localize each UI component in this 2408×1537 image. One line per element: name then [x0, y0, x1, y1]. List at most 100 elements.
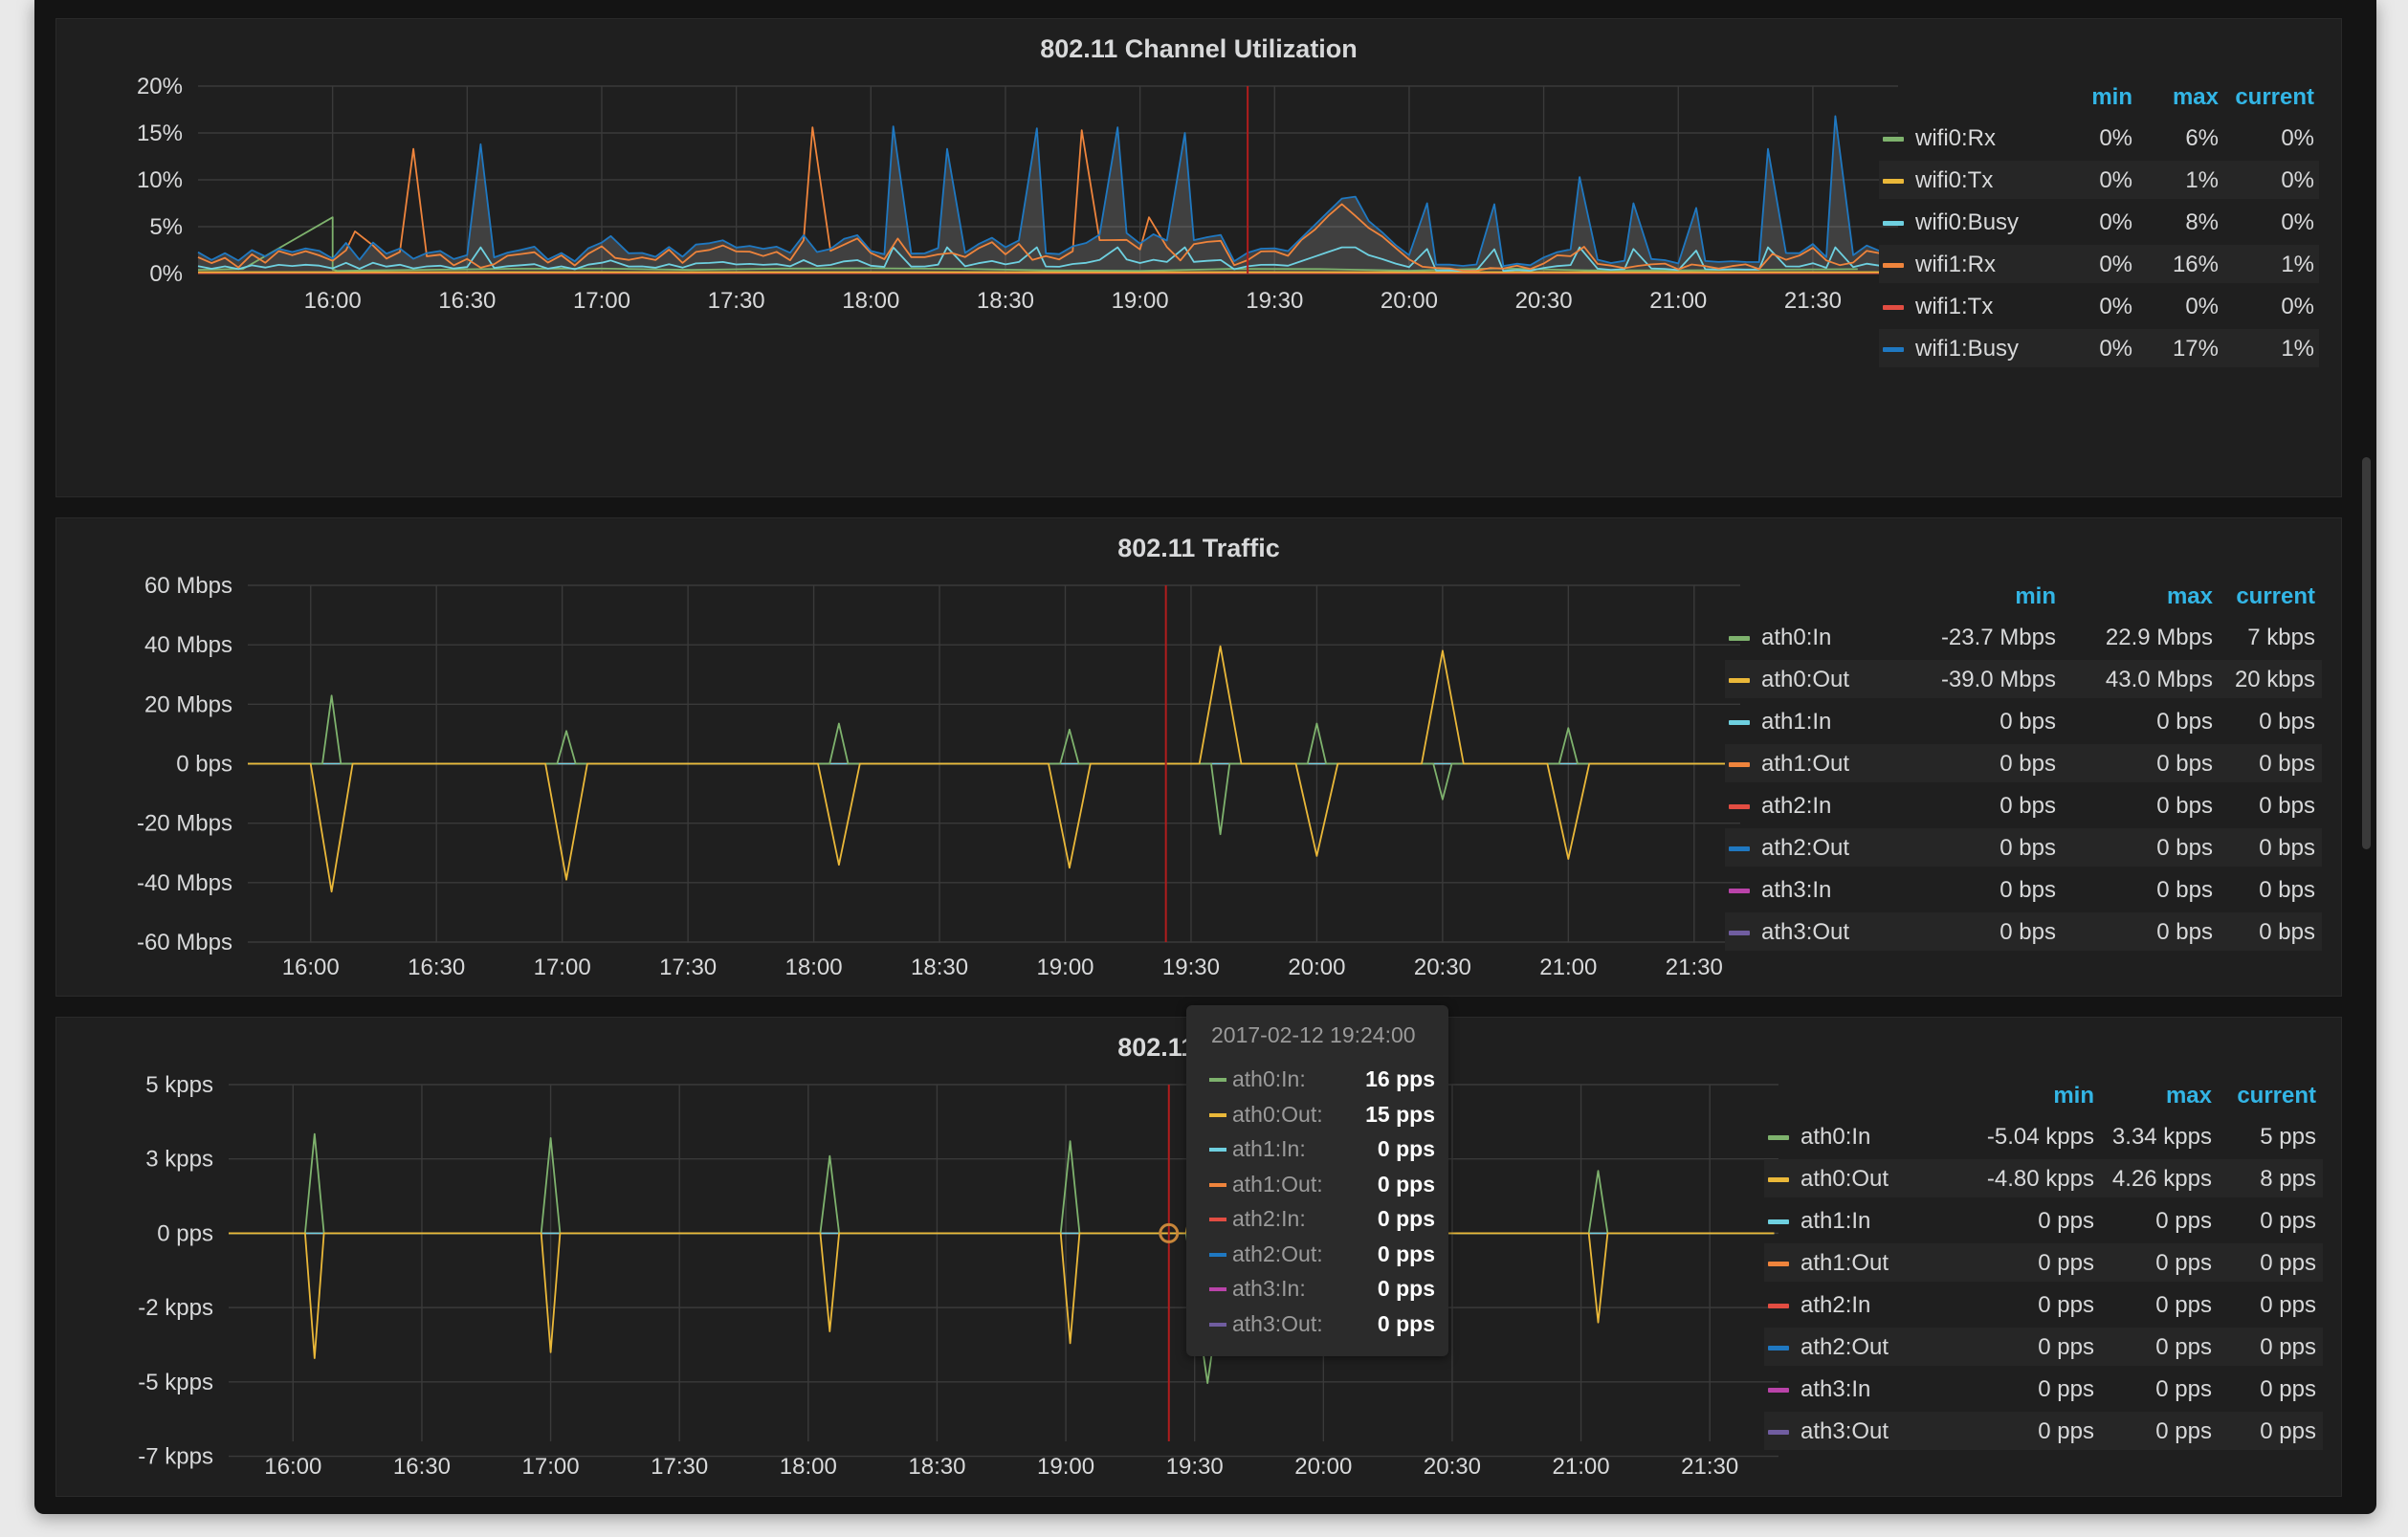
series-color-swatch[interactable] [1768, 1219, 1789, 1224]
legend-series-name[interactable]: ath3:Out [1800, 1418, 1889, 1444]
legend-series-name[interactable]: ath0:Out [1800, 1166, 1889, 1192]
legend-item[interactable]: ath2:Out 0 bps 0 bps 0 bps [1725, 828, 2322, 867]
series-line-ath0-in[interactable] [229, 1132, 1775, 1384]
legend-item[interactable]: wifi0:Rx 0% 6% 0% [1879, 119, 2319, 157]
legend-item[interactable]: ath2:In 0 bps 0 bps 0 bps [1725, 786, 2322, 824]
legend-value-max: 22.9 Mbps [2105, 625, 2213, 650]
legend-value-min: -39.0 Mbps [1940, 667, 2056, 692]
legend-value-max: 17% [2172, 336, 2219, 362]
series-line-wifi1-busy[interactable] [197, 115, 1894, 267]
legend-series-name[interactable]: ath0:In [1800, 1124, 1871, 1150]
legend-item[interactable]: ath1:Out 0 bps 0 bps 0 bps [1725, 744, 2322, 782]
series-color-swatch[interactable] [1768, 1262, 1789, 1266]
legend-series-name[interactable]: ath2:Out [1761, 835, 1850, 861]
legend-item[interactable]: ath0:In -5.04 kpps 3.34 kpps 5 pps [1764, 1117, 2323, 1155]
legend-series-name[interactable]: wifi0:Tx [1915, 167, 1994, 193]
series-color-swatch[interactable] [1883, 179, 1904, 184]
series-color-swatch[interactable] [1768, 1388, 1789, 1393]
x-axis-tick-label: 21:30 [1681, 1454, 1738, 1480]
legend-item[interactable]: ath3:Out 0 bps 0 bps 0 bps [1725, 912, 2322, 951]
legend-value-min: 0 bps [1999, 919, 2056, 945]
legend-header-max[interactable]: max [2172, 84, 2219, 110]
legend-item[interactable]: ath1:In 0 pps 0 pps 0 pps [1764, 1201, 2323, 1240]
series-color-swatch[interactable] [1729, 762, 1750, 767]
legend-header-min[interactable]: min [2091, 84, 2132, 110]
legend-series-name[interactable]: ath1:In [1800, 1208, 1871, 1234]
series-line-ath0-out[interactable] [248, 645, 1736, 893]
traffic-pps-graph[interactable]: 5 kpps 3 kpps 0 pps -2 kpps -5 kpps -7 kpps 16… [56, 1018, 2341, 1496]
legend-series-name[interactable]: wifi1:Tx [1915, 294, 1994, 319]
series-color-swatch[interactable] [1768, 1304, 1789, 1308]
legend-series-name[interactable]: ath3:In [1761, 877, 1832, 903]
legend-series-name[interactable]: wifi0:Rx [1915, 125, 1997, 151]
series-color-swatch[interactable] [1768, 1346, 1789, 1350]
series-color-swatch[interactable] [1729, 889, 1750, 893]
series-color-swatch[interactable] [1729, 846, 1750, 851]
y-axis-tick-label: 15% [137, 121, 183, 146]
legend-series-name[interactable]: ath2:In [1800, 1292, 1871, 1318]
legend-value-max: 0 pps [2155, 1250, 2212, 1276]
series-color-swatch[interactable] [1729, 804, 1750, 809]
legend-header-current[interactable]: current [2235, 84, 2314, 110]
series-color-swatch[interactable] [1729, 636, 1750, 641]
channel-utilization-graph[interactable]: 20% 15% 10% 5% 0% 16:00 16:30 17:00 17:30 18:00 18… [56, 19, 2341, 496]
legend-item[interactable]: wifi0:Busy 0% 8% 0% [1879, 203, 2319, 241]
series-line-wifi0-rx[interactable] [197, 216, 1858, 272]
series-color-swatch[interactable] [1768, 1135, 1789, 1140]
legend-item[interactable]: ath0:Out -4.80 kpps 4.26 kpps 8 pps [1764, 1159, 2323, 1197]
legend-header-min[interactable]: min [2053, 1083, 2094, 1109]
legend-item[interactable]: wifi1:Rx 0% 16% 1% [1879, 245, 2319, 283]
legend-series-name[interactable]: ath3:In [1800, 1376, 1871, 1402]
legend-header-max[interactable]: max [2166, 583, 2213, 609]
legend-item[interactable]: ath2:In 0 pps 0 pps 0 pps [1764, 1285, 2323, 1324]
series-color-swatch[interactable] [1883, 221, 1904, 226]
legend-series-name[interactable]: ath3:Out [1761, 919, 1850, 945]
series-line-wifi0-busy[interactable] [197, 246, 1894, 273]
legend-value-max: 8% [2185, 209, 2219, 235]
legend-series-name[interactable]: ath0:Out [1761, 667, 1850, 692]
series-line-ath0-out[interactable] [229, 1106, 1775, 1359]
series-color-swatch[interactable] [1729, 720, 1750, 725]
scrollbar-thumb[interactable] [2362, 457, 2371, 849]
legend-series-name[interactable]: ath2:Out [1800, 1334, 1889, 1360]
series-color-swatch[interactable] [1883, 263, 1904, 268]
legend-series-name[interactable]: wifi1:Rx [1915, 252, 1997, 277]
legend-item[interactable]: ath1:Out 0 pps 0 pps 0 pps [1764, 1243, 2323, 1282]
legend-header-max[interactable]: max [2165, 1083, 2212, 1109]
series-color-swatch[interactable] [1883, 137, 1904, 142]
series-color-swatch[interactable] [1883, 347, 1904, 352]
series-color-swatch[interactable] [1729, 931, 1750, 935]
legend-item[interactable]: ath3:In 0 pps 0 pps 0 pps [1764, 1370, 2323, 1408]
traffic-bps-graph[interactable]: 60 Mbps 40 Mbps 20 Mbps 0 bps -20 Mbps -40 Mb… [56, 518, 2341, 996]
legend-header-min[interactable]: min [2015, 583, 2056, 609]
series-line-ath0-in[interactable] [248, 694, 1736, 836]
legend-item[interactable]: ath2:Out 0 pps 0 pps 0 pps [1764, 1328, 2323, 1366]
legend-item[interactable]: ath0:In -23.7 Mbps 22.9 Mbps 7 kbps [1725, 618, 2322, 656]
legend-item[interactable]: wifi1:Tx 0% 0% 0% [1879, 287, 2319, 325]
x-axis-tick-label: 19:30 [1162, 955, 1220, 980]
legend-item[interactable]: ath1:In 0 bps 0 bps 0 bps [1725, 702, 2322, 740]
legend-series-name[interactable]: ath2:In [1761, 793, 1832, 819]
legend-series-name[interactable]: wifi0:Busy [1915, 209, 2020, 235]
legend-value-max: 0 pps [2155, 1334, 2212, 1360]
legend-value-current: 1% [2281, 252, 2314, 277]
series-line-wifi1-rx[interactable] [197, 126, 1894, 272]
legend-series-name[interactable]: ath1:In [1761, 709, 1832, 735]
legend-header-current[interactable]: current [2236, 583, 2315, 609]
legend-series-name[interactable]: wifi1:Busy [1915, 336, 2020, 362]
legend-item[interactable]: ath3:Out 0 pps 0 pps 0 pps [1764, 1412, 2323, 1450]
series-color-swatch[interactable] [1729, 678, 1750, 683]
legend-item[interactable]: wifi0:Tx 0% 1% 0% [1879, 161, 2319, 199]
legend-series-name[interactable]: ath0:In [1761, 625, 1832, 650]
series-color-swatch[interactable] [1883, 305, 1904, 310]
legend-header-current[interactable]: current [2237, 1083, 2316, 1109]
legend-item[interactable]: ath3:In 0 bps 0 bps 0 bps [1725, 870, 2322, 909]
tooltip-row: ath0:In: 16 pps [1209, 1063, 1435, 1097]
legend-item[interactable]: ath0:Out -39.0 Mbps 43.0 Mbps 20 kbps [1725, 660, 2322, 698]
legend-series-name[interactable]: ath1:Out [1761, 751, 1850, 777]
series-color-swatch[interactable] [1768, 1177, 1789, 1182]
series-color-swatch[interactable] [1768, 1430, 1789, 1435]
tooltip-series-name: ath2:Out: [1232, 1241, 1323, 1266]
legend-series-name[interactable]: ath1:Out [1800, 1250, 1889, 1276]
legend-item[interactable]: wifi1:Busy 0% 17% 1% [1879, 329, 2319, 367]
